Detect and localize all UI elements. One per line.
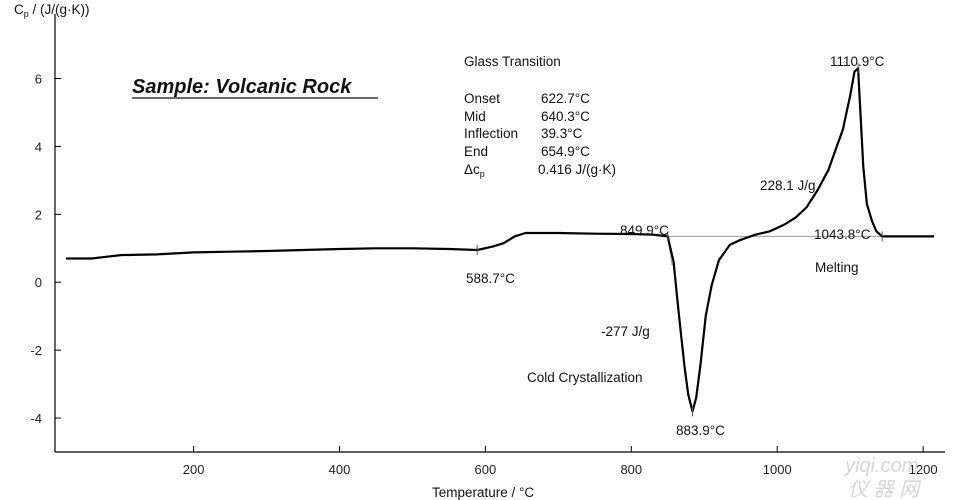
delta-cp-value: 0.416 J/(g·K) xyxy=(538,162,616,177)
inflection-name: Inflection xyxy=(464,126,518,141)
x-tick-label: 600 xyxy=(475,462,497,477)
watermark-line1: yiqi.com xyxy=(843,455,918,477)
chart-title: Sample: Volcanic Rock xyxy=(132,76,352,98)
crystallization-peak-label: 883.9°C xyxy=(676,423,725,438)
melting-end-label: 1043.8°C xyxy=(814,227,871,242)
y-tick-label: 2 xyxy=(35,207,42,222)
y-tick-label: -4 xyxy=(30,411,42,426)
melting-area-label: 228.1 J/g xyxy=(760,178,816,193)
curve-layer xyxy=(65,63,935,417)
watermark-line2: 仪 器 网 xyxy=(848,479,922,500)
delta-cp-name: Δcp xyxy=(464,162,485,179)
onset-temp-label: 588.7°C xyxy=(466,271,515,286)
glass-transition-title: Glass Transition xyxy=(464,54,561,69)
x-tick-label: 1000 xyxy=(763,462,792,477)
onset-value: 622.7°C xyxy=(541,91,590,106)
y-tick-label: -2 xyxy=(30,343,42,358)
y-axis-title-main: C xyxy=(14,2,24,17)
series-line xyxy=(65,67,935,413)
x-tick-label: 200 xyxy=(183,462,205,477)
inflection-value: 39.3°C xyxy=(541,126,583,141)
x-tick-label: 800 xyxy=(620,462,642,477)
x-axis-title: Temperature / °C xyxy=(432,485,534,500)
melting-name-label: Melting xyxy=(815,260,859,275)
x-tick-label: 400 xyxy=(329,462,351,477)
x-ticks: 200 400 600 800 1000 1200 xyxy=(183,446,938,477)
crystallization-start-label: 849.9°C xyxy=(620,223,669,238)
melting-peak-label: 1110.9°C xyxy=(830,54,885,69)
mid-name: Mid xyxy=(464,109,486,124)
delta-cp-sub: p xyxy=(480,169,485,179)
y-axis-title-rest: / (J/(g·K)) xyxy=(29,2,90,17)
x-tick-label: 1200 xyxy=(909,462,938,477)
y-axis-title-sub: p xyxy=(24,9,29,19)
onset-name: Onset xyxy=(464,91,500,106)
y-tick-label: 0 xyxy=(35,275,42,290)
y-ticks: 6 4 2 0 -2 -4 xyxy=(30,72,61,426)
delta-cp-main: Δc xyxy=(464,162,480,177)
crystallization-name-label: Cold Crystallization xyxy=(527,370,643,385)
end-value: 654.9°C xyxy=(541,144,590,159)
crystallization-area-label: -277 J/g xyxy=(601,324,650,339)
y-axis-title: Cp / (J/(g·K)) xyxy=(14,2,90,19)
y-tick-label: 6 xyxy=(35,72,42,87)
end-name: End xyxy=(464,144,488,159)
y-tick-label: 4 xyxy=(35,139,42,154)
mid-value: 640.3°C xyxy=(541,109,590,124)
